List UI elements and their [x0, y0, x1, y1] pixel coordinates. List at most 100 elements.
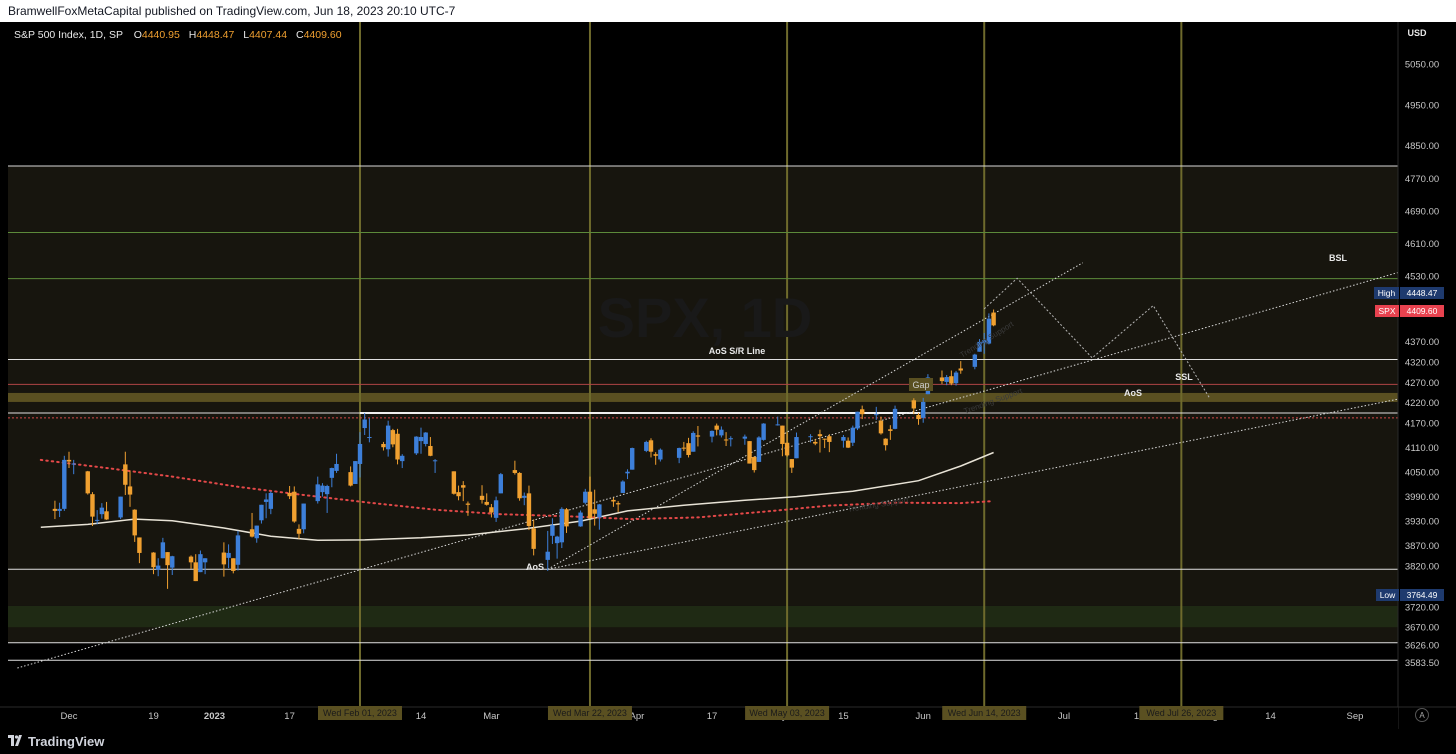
trendline-2 — [547, 394, 1421, 570]
candle-body — [296, 528, 302, 534]
candle-body — [944, 377, 949, 382]
candle-82 — [615, 501, 621, 513]
candle-107 — [784, 432, 790, 457]
candle-18 — [165, 552, 170, 589]
candle-84 — [625, 469, 630, 480]
candle-49 — [390, 428, 396, 448]
candle-75 — [564, 508, 569, 533]
candle-body — [592, 509, 597, 514]
candle-body — [465, 503, 471, 505]
candle-body — [761, 423, 766, 440]
candle-body — [334, 463, 339, 471]
date-badges: Wed Feb 01, 2023 Wed Mar 22, 2023 Wed May … — [317, 706, 1224, 720]
close-price-tag: SPX 4409.60 — [1375, 305, 1444, 317]
dotted-ma-line — [39, 458, 995, 521]
candle-37 — [315, 476, 320, 504]
y-tick-label: 4530.00 — [1405, 272, 1439, 283]
candle-96 — [714, 423, 719, 436]
candle-body — [583, 491, 588, 503]
y-tick-label: 4610.00 — [1405, 239, 1439, 250]
low-tag-text: Low — [1380, 590, 1396, 600]
legend-close-label: C — [296, 29, 304, 41]
candle-80 — [597, 503, 602, 530]
publisher-header: BramwellFoxMetaCapital published on Trad… — [0, 0, 1456, 22]
candle-13 — [132, 509, 137, 542]
candle-body — [395, 433, 400, 460]
vertical-markers-layer — [358, 22, 1183, 707]
y-tick-label: 3720.00 — [1405, 602, 1439, 613]
candle-4 — [71, 459, 76, 475]
candle-body — [808, 436, 813, 438]
date-badge-text: Wed May 03, 2023 — [749, 708, 824, 718]
candle-71 — [545, 530, 550, 571]
candle-31 — [263, 493, 269, 519]
candle-body — [939, 377, 945, 382]
low-price-tag: Low 3764.49 — [1376, 589, 1444, 601]
candle-body — [381, 443, 386, 448]
candle-body — [658, 449, 663, 460]
legend-symbol: S&P 500 Index, 1D, SP — [14, 29, 123, 41]
price-chart[interactable]: SPX, 1D AoS S/R Line BSL SSL AoS AoS Gap… — [0, 22, 1456, 729]
candle-body — [855, 411, 860, 429]
candle-47 — [381, 441, 386, 451]
candle-137 — [986, 313, 992, 345]
candle-body — [921, 401, 926, 418]
candle-77 — [583, 488, 588, 505]
auto-scale-label[interactable]: A — [1419, 711, 1425, 720]
candle-body — [691, 432, 696, 452]
auto-scale-button[interactable] — [1415, 708, 1429, 722]
candle-body — [99, 507, 105, 515]
candle-22 — [198, 550, 203, 573]
candle-53 — [418, 427, 424, 454]
symbol-watermark: SPX, 1D — [598, 286, 813, 349]
candle-body — [874, 414, 879, 416]
candle-61 — [479, 485, 485, 504]
candle-15 — [151, 552, 156, 575]
candle-body — [953, 372, 959, 384]
candle-23 — [202, 558, 208, 575]
candle-body — [498, 474, 503, 494]
y-tick-label: 5050.00 — [1405, 60, 1439, 71]
candle-body — [170, 556, 175, 568]
candle-51 — [400, 454, 405, 469]
candle-16 — [155, 558, 161, 577]
candle-body — [231, 558, 236, 571]
date-badge-bg — [317, 706, 402, 720]
y-tick-label: 4320.00 — [1405, 357, 1439, 368]
y-tick-label: 4370.00 — [1405, 337, 1439, 348]
candle-body — [545, 551, 550, 560]
candle-body — [709, 430, 715, 437]
candle-135 — [977, 339, 982, 352]
candle-body — [972, 354, 978, 367]
candle-103 — [756, 436, 762, 462]
candle-body — [414, 436, 419, 454]
candle-110 — [808, 434, 813, 443]
projection-path — [983, 277, 1210, 399]
close-tag-text: SPX — [1378, 306, 1395, 316]
date-badge-0: Wed Feb 01, 2023 — [317, 706, 402, 720]
candle-60 — [465, 501, 471, 516]
candle-134 — [972, 353, 978, 370]
candle-32 — [268, 491, 274, 515]
candle-12 — [127, 470, 133, 507]
date-badge-bg — [745, 706, 830, 720]
candle-body — [686, 443, 691, 455]
candle-body — [456, 492, 461, 497]
candle-body — [292, 491, 297, 522]
candle-50 — [395, 428, 400, 465]
candle-109 — [794, 432, 799, 459]
candle-body — [742, 436, 748, 439]
candle-body — [756, 437, 762, 462]
high-tag-text: High — [1378, 288, 1396, 298]
candle-body — [728, 438, 733, 440]
candle-body — [620, 481, 626, 493]
candle-body — [367, 437, 372, 439]
candle-123 — [888, 425, 893, 440]
candle-125 — [911, 398, 917, 415]
candle-119 — [859, 405, 865, 420]
y-tick-label: 3820.00 — [1405, 562, 1439, 573]
candle-19 — [170, 555, 175, 575]
candle-body — [385, 425, 391, 450]
candle-93 — [691, 431, 696, 452]
candle-7 — [94, 510, 100, 525]
